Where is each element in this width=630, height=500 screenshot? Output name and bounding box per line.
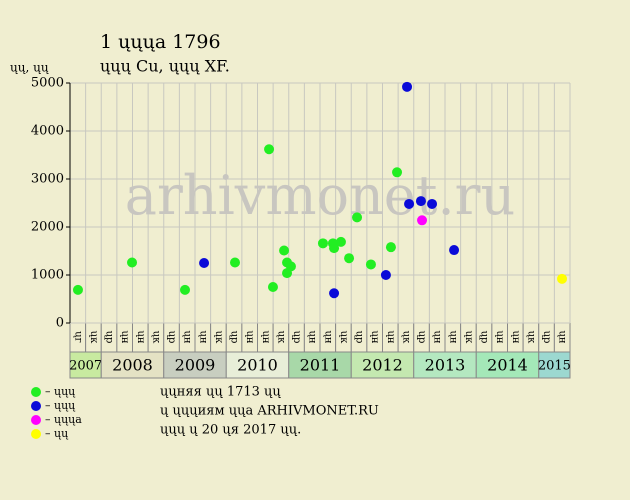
x-tick-label: ųр xyxy=(354,331,365,344)
chart-subtitle: ųųų Cu, ųųų XF. xyxy=(100,57,230,76)
point xyxy=(352,212,363,223)
point xyxy=(72,284,83,295)
point xyxy=(415,196,426,207)
year-label: 2013 xyxy=(425,356,466,375)
point xyxy=(180,284,190,295)
x-tick-label: ųн xyxy=(369,330,380,343)
year-label: 2008 xyxy=(112,356,153,375)
point xyxy=(557,273,568,284)
point xyxy=(365,259,376,270)
x-tick-label: ųк xyxy=(150,331,161,344)
point xyxy=(199,258,210,268)
year-label: 2014 xyxy=(487,356,528,375)
point xyxy=(392,167,403,178)
year-label: 2015 xyxy=(538,359,571,374)
note: ų ųųųиям ųųа ARHIVMONET.RU xyxy=(160,404,379,419)
point xyxy=(449,245,460,256)
year-band xyxy=(288,351,352,379)
x-tick-label: ųр xyxy=(166,331,177,344)
x-tick-label: ųр xyxy=(541,331,552,344)
year-label: 2012 xyxy=(362,356,403,375)
x-tick-label: ųг xyxy=(72,331,83,343)
x-tick-label: ųн xyxy=(307,330,318,343)
point xyxy=(279,245,290,256)
point xyxy=(335,236,346,247)
legend-marker xyxy=(31,387,41,397)
x-tick-label: ųн xyxy=(244,330,255,343)
y-tick-label: 4000 xyxy=(31,124,64,139)
point xyxy=(285,261,296,272)
x-tick-label: ųк xyxy=(525,331,536,344)
year-band xyxy=(100,351,165,379)
year-label: 2010 xyxy=(237,356,278,375)
legend-label: – ųų xyxy=(45,427,69,440)
x-tick-label: ųн xyxy=(432,330,443,343)
year-band xyxy=(538,351,571,379)
point xyxy=(417,215,428,226)
x-tick-label: ųк xyxy=(213,331,224,344)
legend-marker xyxy=(31,415,41,425)
legend-label: – ųųųа xyxy=(45,413,82,426)
point xyxy=(267,282,278,292)
point xyxy=(127,257,138,268)
year-band xyxy=(350,351,415,379)
y-axis-label: ųų, ųų xyxy=(10,61,49,75)
x-tick-label: ųн xyxy=(260,330,271,343)
x-tick-label: ųк xyxy=(88,331,99,344)
y-tick-label: 3000 xyxy=(31,172,64,187)
point xyxy=(230,257,240,268)
x-tick-label: ųн xyxy=(197,330,208,343)
chart-title: 1 ųųųа 1796 xyxy=(100,31,221,53)
point xyxy=(427,198,438,209)
x-tick-label: ųн xyxy=(182,330,193,343)
x-tick-label: ųн xyxy=(447,330,458,343)
point xyxy=(402,81,413,92)
year-label: 2007 xyxy=(69,359,102,374)
year-label: 2011 xyxy=(300,356,341,375)
note: ųųų ų 20 ųя 2017 ųų. xyxy=(160,423,301,438)
x-tick-label: ųк xyxy=(463,331,474,344)
y-tick-label: 5000 xyxy=(31,76,64,91)
legend-marker xyxy=(31,401,41,411)
y-tick-label: 1000 xyxy=(31,268,64,283)
x-tick-label: ųн xyxy=(494,330,505,343)
point xyxy=(329,288,340,299)
watermark: arhivmonet.ru xyxy=(125,164,515,227)
x-tick-label: ųр xyxy=(229,331,240,344)
year-band xyxy=(413,351,477,379)
year-band xyxy=(475,351,540,379)
x-tick-label: ųн xyxy=(557,330,568,343)
point xyxy=(385,242,396,253)
x-tick-label: ųн xyxy=(322,330,333,343)
x-tick-label: ųр xyxy=(104,331,115,344)
x-tick-label: ųк xyxy=(275,331,286,344)
point xyxy=(344,253,355,264)
year-band xyxy=(69,351,102,379)
y-tick-label: 0 xyxy=(56,316,64,331)
legend-marker xyxy=(31,429,41,439)
x-tick-label: ųн xyxy=(135,330,146,343)
y-tick-label: 2000 xyxy=(31,220,64,235)
x-tick-label: ųн xyxy=(119,330,130,343)
x-tick-label: ųр xyxy=(416,331,427,344)
point xyxy=(264,144,275,155)
x-tick-label: ųр xyxy=(291,331,302,344)
x-tick-label: ųк xyxy=(400,331,411,344)
legend-label: – ųųų xyxy=(45,399,76,412)
point xyxy=(380,270,391,280)
year-label: 2009 xyxy=(175,356,216,375)
x-tick-label: ųк xyxy=(338,331,349,344)
x-tick-label: ųн xyxy=(385,330,396,343)
note: ųųняя ųų 1713 ųų xyxy=(160,385,281,400)
legend-label: – ųųų xyxy=(45,385,76,398)
point xyxy=(329,243,340,254)
x-tick-label: ųр xyxy=(479,331,490,344)
point xyxy=(317,238,328,249)
point xyxy=(404,198,415,209)
x-tick-label: ųн xyxy=(510,330,521,343)
